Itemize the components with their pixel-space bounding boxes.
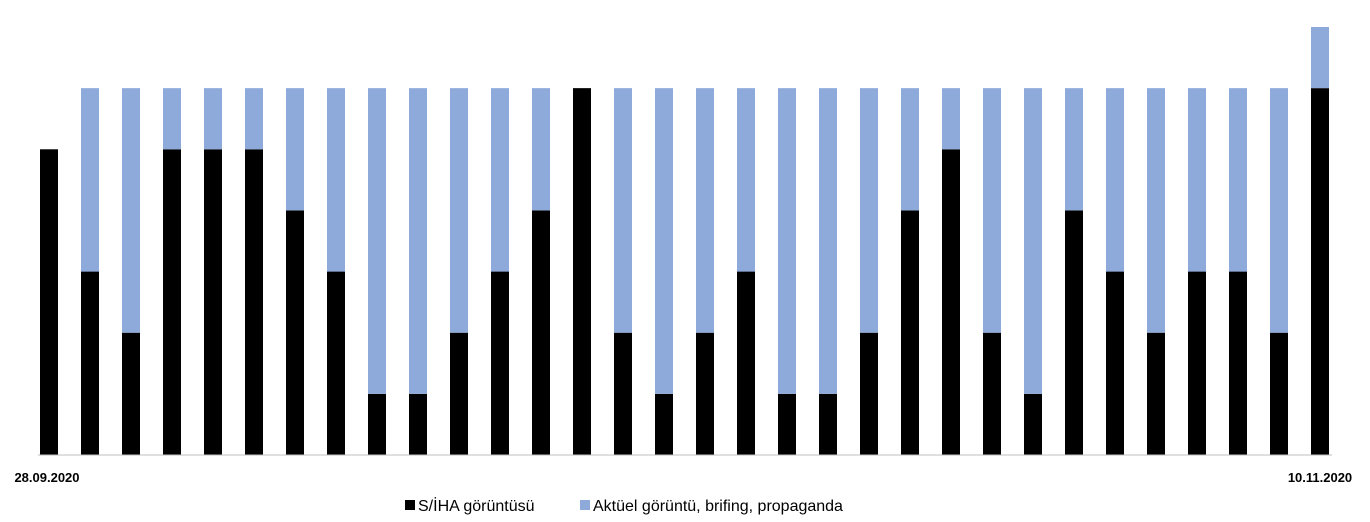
bar-segment-aktuel [1065,88,1083,211]
bar-segment-siha [286,210,304,455]
bar-segment-siha [491,271,509,455]
bar-segment-aktuel [450,88,468,333]
bar-segment-siha [942,149,960,456]
bar-segment-siha [1024,393,1042,455]
bar-segment-aktuel [901,88,919,211]
bar-segment-siha [901,210,919,455]
bar-segment-aktuel [1106,88,1124,272]
bar-segment-aktuel [1188,88,1206,272]
bar-segment-siha [655,393,673,455]
bar-segment-aktuel [1311,27,1329,89]
bar-segment-aktuel [1147,88,1165,333]
bar-segment-siha [245,149,263,456]
bar-segment-siha [81,271,99,455]
bar-segment-aktuel [983,88,1001,333]
bar-segment-siha [532,210,550,455]
bar-segment-siha [1106,271,1124,455]
bar-segment-aktuel [1270,88,1288,333]
legend-swatch-aktuel [580,500,590,510]
bar-segment-aktuel [491,88,509,272]
bar-segment-siha [450,332,468,455]
bar-segment-siha [614,332,632,455]
bar-segment-siha [163,149,181,456]
bar-segment-siha [1188,271,1206,455]
bar-segment-aktuel [655,88,673,394]
bar-segment-aktuel [286,88,304,211]
legend-swatch-siha [405,500,415,510]
bar-segment-siha [1229,271,1247,455]
bar-segment-siha [40,149,58,456]
bar-segment-aktuel [327,88,345,272]
legend-label-siha: S/İHA görüntüsü [418,496,535,515]
bar-segment-siha [819,393,837,455]
bar-segment-aktuel [1229,88,1247,272]
bar-segment-siha [1270,332,1288,455]
bar-segment-aktuel [614,88,632,333]
bar-segment-siha [860,332,878,455]
bar-segment-aktuel [737,88,755,272]
bar-segment-aktuel [819,88,837,394]
bar-segment-aktuel [942,88,960,150]
bar-segment-siha [368,393,386,455]
bar-segment-aktuel [81,88,99,272]
bar-segment-aktuel [1024,88,1042,394]
bar-segment-siha [327,271,345,455]
legend: S/İHA görüntüsü Aktüel görüntü, brifing,… [405,496,843,515]
bar-segment-aktuel [778,88,796,394]
bar-segment-siha [409,393,427,455]
bar-segment-siha [1065,210,1083,455]
bar-segment-siha [1147,332,1165,455]
bar-segment-aktuel [532,88,550,211]
bar-segment-siha [983,332,1001,455]
bar-segment-siha [573,88,591,455]
bar-segment-siha [122,332,140,455]
x-tick-label-start: 28.09.2020 [14,470,79,485]
bar-segment-aktuel [204,88,222,150]
bar-segment-aktuel [696,88,714,333]
bar-segment-siha [204,149,222,456]
legend-label-aktuel: Aktüel görüntü, brifing, propaganda [593,498,843,515]
bar-segment-siha [696,332,714,455]
bars-group [40,27,1329,456]
bar-segment-siha [737,271,755,455]
bar-segment-aktuel [409,88,427,394]
bar-segment-siha [778,393,796,455]
bar-segment-aktuel [245,88,263,150]
bar-segment-aktuel [163,88,181,150]
bar-segment-aktuel [860,88,878,333]
x-tick-label-end: 10.11.2020 [1288,470,1352,485]
bar-segment-aktuel [368,88,386,394]
bar-segment-aktuel [122,88,140,333]
bar-segment-siha [1311,88,1329,455]
